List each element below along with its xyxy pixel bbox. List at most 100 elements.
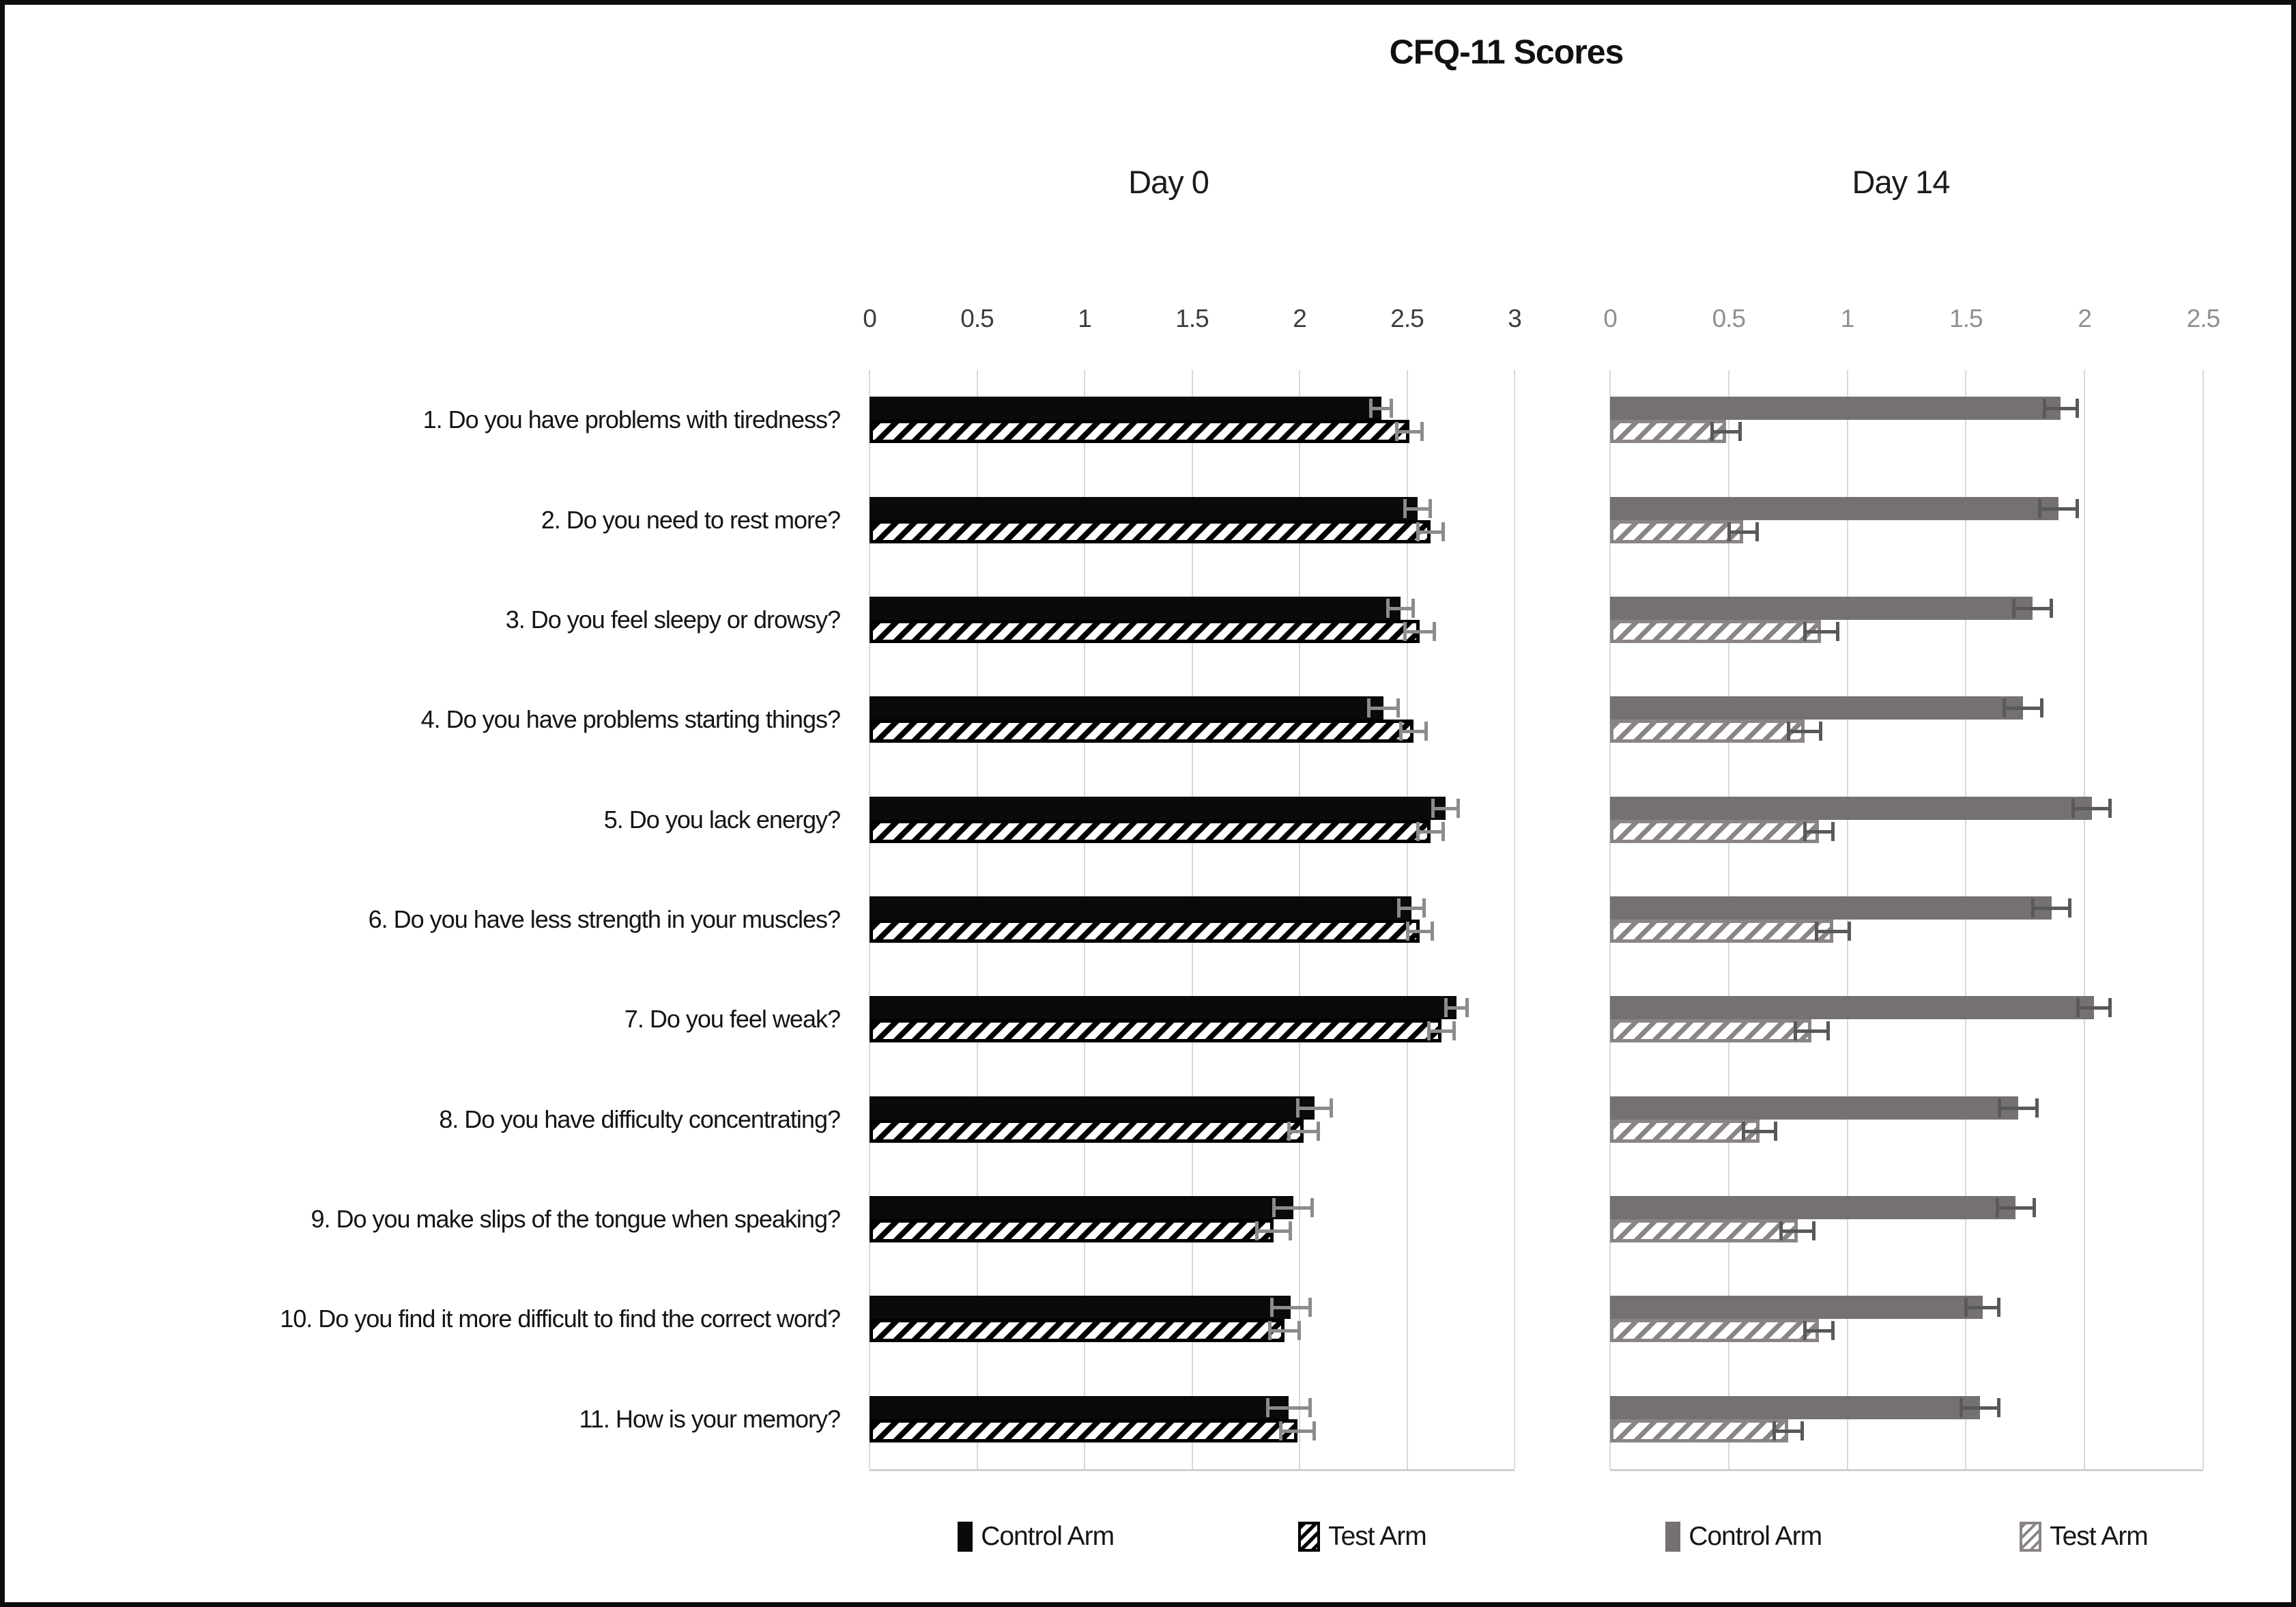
error-bar: [2030, 898, 2071, 918]
bar-test: [870, 420, 1409, 444]
legend-item-test-day14: Test Arm: [2020, 1522, 2149, 1552]
legend-swatch-test-day14-icon: [2020, 1522, 2042, 1552]
error-bar: [1270, 1298, 1312, 1318]
bar-control: [870, 996, 1456, 1020]
bar-control: [870, 397, 1381, 421]
error-bar: [1366, 698, 1400, 718]
bar-test: [870, 1019, 1441, 1043]
category-label: 4. Do you have problems starting things?: [420, 705, 841, 734]
legend-item-test-day0: Test Arm: [1298, 1522, 1427, 1552]
error-bar: [1368, 399, 1393, 418]
error-bar: [1964, 1298, 2000, 1318]
error-bar: [1803, 821, 1835, 841]
error-bar: [1265, 1397, 1312, 1417]
bar-control: [870, 1395, 1289, 1419]
error-bar: [2071, 798, 2112, 818]
error-bar: [1287, 1121, 1321, 1141]
x-axis-tick-label: 1.5: [1949, 304, 1983, 332]
x-axis-tick-label: 0: [863, 304, 877, 332]
error-bar: [1403, 621, 1437, 641]
bar-test: [1610, 720, 1805, 743]
error-bar: [1416, 522, 1445, 541]
bar-control: [870, 796, 1446, 820]
bar-control: [870, 1296, 1291, 1320]
bar-control: [1610, 996, 2095, 1020]
bar-control: [1610, 496, 2058, 520]
bar-test: [870, 1119, 1304, 1143]
error-bar: [2043, 399, 2079, 418]
bar-control: [870, 1196, 1293, 1220]
bar-control: [1610, 896, 2052, 920]
bar-test: [870, 1419, 1297, 1442]
bar-control: [1610, 397, 2061, 421]
error-bar: [1741, 1121, 1777, 1141]
category-label: 2. Do you need to rest more?: [541, 505, 841, 534]
error-bar: [1772, 1421, 1804, 1440]
error-bar: [1427, 1021, 1456, 1041]
legend-swatch-test-day0-icon: [1298, 1522, 1321, 1552]
error-bar: [1403, 498, 1432, 518]
category-label: 6. Do you have less strength in your mus…: [368, 905, 841, 933]
bar-control: [1610, 1196, 2016, 1220]
error-bar: [1960, 1397, 2000, 1417]
legend-label: Test Arm: [1328, 1522, 1427, 1551]
bar-control: [1610, 1096, 2018, 1120]
legend-label: Control Arm: [981, 1522, 1115, 1551]
legend-item-control-day14: Control Arm: [1665, 1522, 1822, 1552]
legend-swatch-control-day14-icon: [1665, 1522, 1681, 1552]
error-bar: [1267, 1321, 1302, 1341]
category-label: 1. Do you have problems with tiredness?: [422, 406, 841, 434]
legend-label: Control Arm: [1689, 1522, 1822, 1551]
bar-test: [870, 720, 1414, 743]
error-bar: [1399, 722, 1428, 741]
error-bar: [1416, 821, 1445, 841]
legend-label: Test Arm: [2050, 1522, 2149, 1551]
error-bar: [1779, 1221, 1816, 1241]
bar-test: [870, 520, 1431, 543]
gridline: [2084, 370, 2086, 1469]
bar-test: [1610, 1419, 1788, 1442]
x-axis-tick-label: 2: [1293, 304, 1307, 332]
bar-test: [1610, 1319, 1819, 1343]
x-axis-tick-label: 1: [1840, 304, 1855, 332]
plot-area-day14: 0 0.5 1 1.5 2 2.5: [1603, 304, 2220, 1471]
error-bar: [1386, 598, 1415, 618]
gridline: [1846, 370, 1848, 1469]
x-axis-tick-label: 2: [2078, 304, 2092, 332]
error-bar: [1727, 522, 1759, 541]
gridline: [1514, 370, 1515, 1469]
panel-label-day14: Day 14: [1852, 164, 1951, 200]
x-axis-tick-label: 3: [1508, 304, 1522, 332]
chart-title: CFQ-11 Scores: [1389, 33, 1624, 71]
bar-control: [870, 496, 1418, 520]
bar-test: [1610, 1219, 1798, 1243]
bar-test: [870, 619, 1420, 643]
error-bar: [1803, 1321, 1835, 1341]
legend-swatch-control-day0-icon: [958, 1522, 973, 1552]
error-bar: [1295, 1098, 1334, 1118]
bar-test: [1610, 619, 1822, 643]
error-bar: [2011, 598, 2053, 618]
category-label: 10. Do you find it more difficult to fin…: [280, 1305, 841, 1333]
error-bar: [2076, 998, 2112, 1018]
bar-test: [870, 819, 1431, 843]
x-axis-tick-label: 0.5: [960, 304, 994, 332]
legend-day14: Control Arm Test Arm: [1610, 1522, 2203, 1552]
bar-control: [1610, 796, 2092, 820]
x-axis-tick-label: 0: [1603, 304, 1618, 332]
gridline: [2202, 370, 2204, 1469]
panel-label-day0: Day 0: [1128, 164, 1209, 200]
error-bar: [1710, 422, 1742, 442]
bar-test: [1610, 520, 1743, 543]
bar-test: [1610, 420, 1727, 444]
legend-day0: Control Arm Test Arm: [870, 1522, 1515, 1552]
category-label: 9. Do you make slips of the tongue when …: [311, 1205, 841, 1234]
bar-test: [1610, 1019, 1812, 1043]
bar-control: [1610, 1395, 1981, 1419]
x-axis-tick-label: 0.5: [1712, 304, 1746, 332]
category-label: 8. Do you have difficulty concentrating?: [439, 1105, 841, 1133]
bar-control: [870, 1096, 1315, 1120]
bar-control: [1610, 696, 2023, 720]
x-axis-tick-label: 1: [1078, 304, 1092, 332]
